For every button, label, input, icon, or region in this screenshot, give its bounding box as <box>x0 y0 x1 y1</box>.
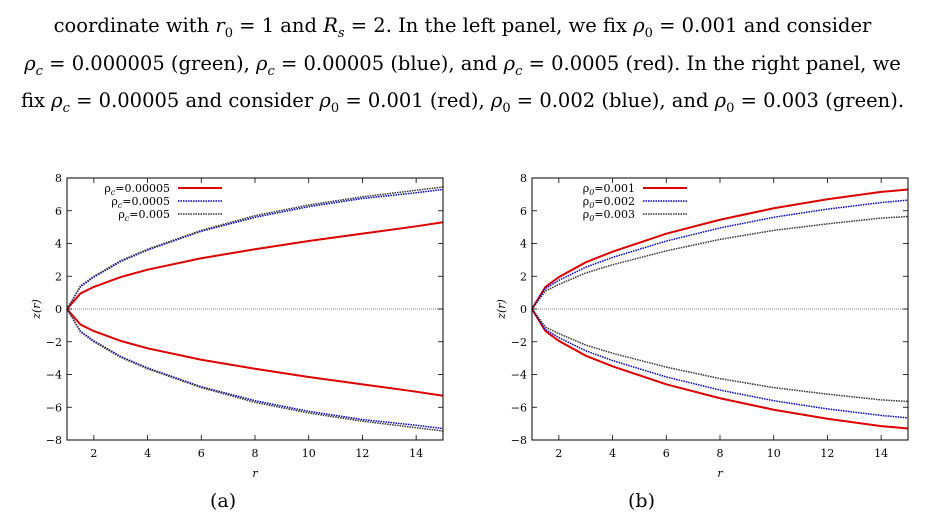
caption-fragment: 0 <box>330 100 340 116</box>
legend-label: ρ0=0.003 <box>583 208 635 223</box>
legend-label: ρc=0.005 <box>118 208 170 223</box>
caption-fragment: r <box>215 14 225 37</box>
caption-fragment: = 0.003 (green). <box>734 89 905 112</box>
y-axis-label: z(r) <box>495 299 508 320</box>
legend-label: ρ0=0.002 <box>583 195 635 210</box>
x-axis-label: r <box>252 467 258 480</box>
caption-fragment: s <box>337 25 345 41</box>
caption-line-1: coordinate with r0 = 1 and Rs = 2. In th… <box>0 14 925 41</box>
series-line-lower <box>66 308 444 432</box>
series-line-upper <box>66 221 444 310</box>
figure-panel-right: 2 4 6 8 10 12 14 −8 −6 −4 −2 0 2 4 6 8 ρ0=0.001 ρ0=0.002 ρ… <box>465 165 925 495</box>
x-tick-label: 2 <box>90 447 97 460</box>
legend-label: ρc=0.0005 <box>111 195 170 210</box>
x-tick-label: 4 <box>144 447 151 460</box>
x-tick-label: 2 <box>555 447 562 460</box>
y-tick-label: 0 <box>55 303 62 316</box>
x-tick-label: 10 <box>767 447 781 460</box>
caption-fragment: c <box>515 63 523 79</box>
x-tick-label: 14 <box>874 447 888 460</box>
y-tick-label: −6 <box>46 401 62 414</box>
caption-fragment: ρ <box>51 89 63 112</box>
y-tick-label: −8 <box>46 434 62 447</box>
caption-fragment: = 1 and <box>232 14 324 37</box>
caption-fragment: c <box>62 100 70 116</box>
x-tick-label: 10 <box>302 447 316 460</box>
chart-left: 2 4 6 8 10 12 14−8−6−4−202468ρc=0.00005ρc=0.00… <box>30 172 444 480</box>
x-tick-label: 4 <box>609 447 616 460</box>
caption-fragment: ρ <box>633 14 645 37</box>
caption-fragment: R <box>323 14 338 37</box>
caption-fragment: fix <box>20 89 52 112</box>
x-axis-label: r <box>717 467 723 480</box>
caption-fragment: 0 <box>502 100 511 116</box>
x-tick-label: 8 <box>717 447 724 460</box>
subcaption-right: (b) <box>628 490 655 512</box>
y-tick-label: 6 <box>55 205 62 218</box>
series-line-upper <box>531 188 909 310</box>
series-line-upper <box>66 186 444 310</box>
y-tick-label: −6 <box>511 401 527 414</box>
caption-fragment: 0 <box>224 25 233 41</box>
series-line-upper <box>531 215 909 310</box>
legend-label: ρ0=0.001 <box>583 182 635 197</box>
y-tick-label: 2 <box>520 270 527 283</box>
series-line-lower <box>531 308 909 403</box>
caption-line-3: fix ρc = 0.00005 and consider ρ0 = 0.001… <box>0 89 925 116</box>
caption-fragment: ρ <box>319 89 331 112</box>
caption-fragment: 0 <box>726 100 735 116</box>
caption-fragment: = 0.001 (red), <box>339 89 491 112</box>
y-tick-label: 4 <box>55 238 62 251</box>
y-tick-label: 8 <box>520 172 527 185</box>
caption-fragment: ρ <box>490 89 503 112</box>
y-tick-label: −4 <box>511 369 527 382</box>
x-tick-label: 6 <box>663 447 670 460</box>
caption-fragment: ρ <box>714 89 727 112</box>
y-tick-label: 8 <box>55 172 62 185</box>
caption-fragment: c <box>267 63 275 79</box>
x-tick-label: 6 <box>198 447 205 460</box>
x-tick-label: 12 <box>355 447 369 460</box>
y-tick-label: 6 <box>520 205 527 218</box>
caption-fragment: = 0.002 (blue), and <box>510 89 715 112</box>
legend-label: ρc=0.00005 <box>104 182 170 197</box>
caption-fragment: = 0.00005 and consider <box>69 89 320 112</box>
chart-right: 2 4 6 8 10 12 14 −8 −6 −4 −2 0 2 4 6 8 ρ0=0.001ρ0=0.002ρ… <box>495 172 909 480</box>
subcaption-left: (a) <box>210 490 237 512</box>
caption-fragment: = 0.001 and consider <box>652 14 872 37</box>
caption-fragment: = 2. In the left panel, we fix <box>344 14 634 37</box>
y-tick-label: 0 <box>520 303 527 316</box>
y-tick-label: 2 <box>55 270 62 283</box>
caption-fragment: = 0.0005 (red). In the right panel, we <box>522 52 901 75</box>
x-tick-label: 8 <box>252 447 259 460</box>
y-tick-label: 4 <box>520 238 527 251</box>
y-tick-label: −4 <box>46 369 62 382</box>
y-tick-label: −2 <box>46 336 62 349</box>
series-line-lower <box>531 308 909 419</box>
figure-panel-left: 2 4 6 8 10 12 14 −8 −6 −4 −2 0 2 4 6 8 ρc=0.00005 ρc=0.00… <box>0 165 460 495</box>
x-tick-label: 12 <box>820 447 834 460</box>
caption-fragment: 0 <box>644 25 653 41</box>
y-tick-label: −2 <box>511 336 527 349</box>
series-line-lower <box>531 308 909 430</box>
caption-fragment: ρ <box>24 52 36 75</box>
plot-frame <box>66 177 444 441</box>
caption-fragment: = 0.000005 (green), <box>42 52 256 75</box>
series-line-lower <box>66 308 444 397</box>
caption-fragment: = 0.00005 (blue), and <box>274 52 504 75</box>
y-axis-label: z(r) <box>30 299 43 320</box>
caption-fragment: ρ <box>256 52 268 75</box>
plot-frame <box>531 177 909 441</box>
caption-fragment: coordinate with <box>53 14 216 37</box>
caption-fragment: ρ <box>503 52 516 75</box>
y-tick-label: −8 <box>511 434 527 447</box>
caption-line-2: ρc = 0.000005 (green), ρc = 0.00005 (blu… <box>0 52 925 79</box>
caption-fragment: c <box>35 63 43 79</box>
x-tick-label: 14 <box>409 447 423 460</box>
